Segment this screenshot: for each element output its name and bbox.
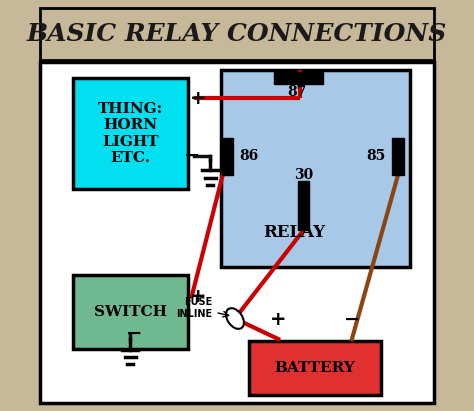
Bar (298, 181, 310, 230)
Bar (220, 70, 410, 267)
Text: +: + (270, 310, 286, 329)
Text: FUSE
INLINE: FUSE INLINE (176, 298, 212, 319)
Text: −: − (126, 323, 142, 343)
Text: −: − (344, 310, 360, 329)
Text: SWITCH: SWITCH (94, 305, 167, 319)
Bar (222, 138, 233, 175)
Bar (73, 275, 188, 349)
Bar (249, 341, 381, 395)
Text: BASIC RELAY CONNECTIONS: BASIC RELAY CONNECTIONS (27, 22, 447, 46)
Bar (40, 62, 434, 403)
Bar (274, 72, 323, 84)
Text: THING:
HORN
LIGHT
ETC.: THING: HORN LIGHT ETC. (98, 102, 163, 165)
Text: 86: 86 (239, 149, 258, 163)
Text: 87: 87 (287, 85, 306, 99)
Bar (40, 8, 434, 60)
Text: +: + (190, 286, 206, 306)
Ellipse shape (226, 308, 244, 329)
Bar (392, 138, 404, 175)
Text: 30: 30 (294, 168, 313, 182)
Text: +: + (190, 88, 206, 108)
Text: RELAY: RELAY (264, 224, 326, 241)
Text: −: − (183, 146, 200, 165)
Text: 85: 85 (366, 149, 386, 163)
Text: BATTERY: BATTERY (275, 361, 356, 375)
Bar (73, 78, 188, 189)
